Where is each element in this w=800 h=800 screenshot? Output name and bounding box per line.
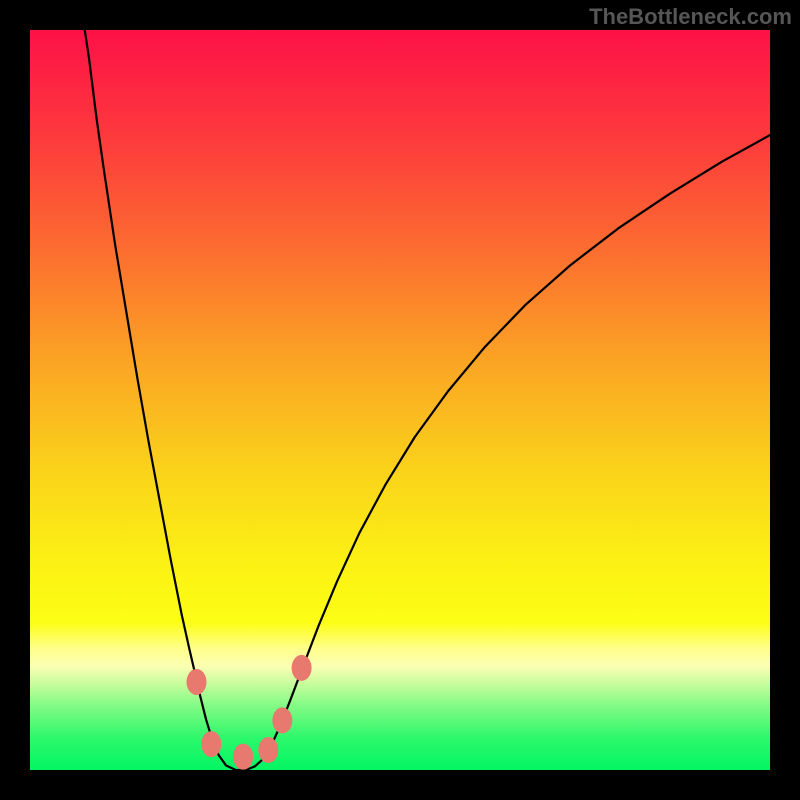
marker-point bbox=[292, 655, 312, 681]
watermark-text: TheBottleneck.com bbox=[589, 4, 792, 30]
marker-point bbox=[258, 737, 278, 763]
marker-point bbox=[201, 731, 221, 757]
marker-point bbox=[187, 669, 207, 695]
bottleneck-chart bbox=[0, 0, 800, 800]
marker-point bbox=[233, 744, 253, 770]
chart-container: TheBottleneck.com bbox=[0, 0, 800, 800]
marker-point bbox=[272, 707, 292, 733]
